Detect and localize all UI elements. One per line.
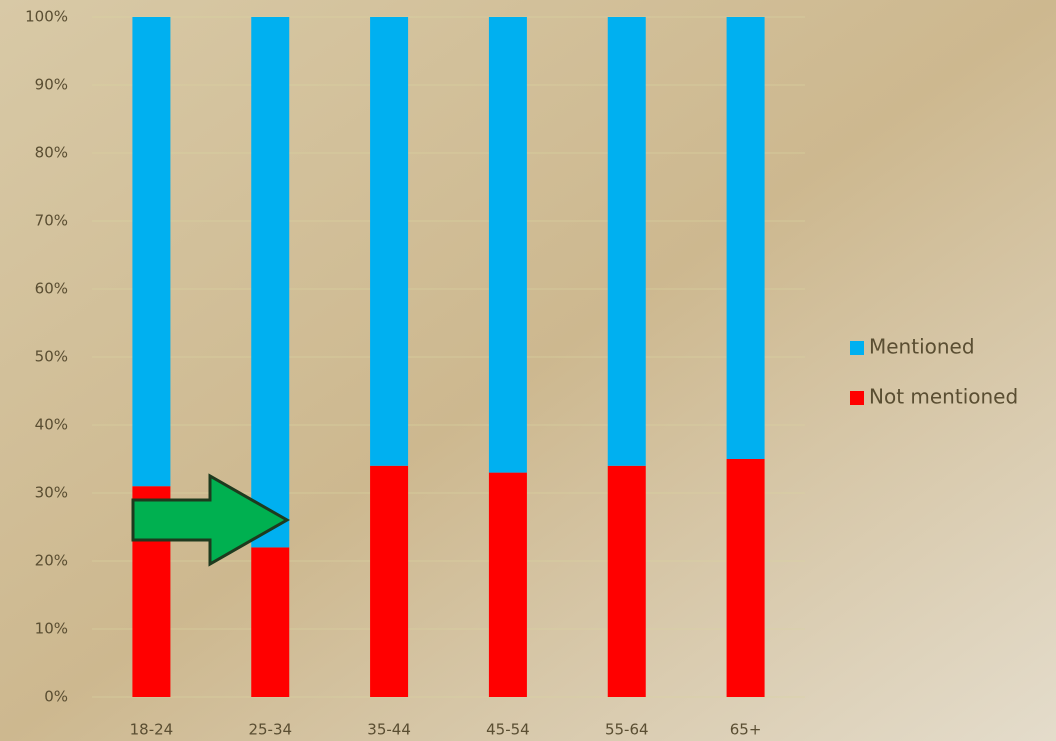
y-tick-label: 10% — [35, 620, 68, 638]
bar-segment — [607, 17, 646, 466]
bar-segment — [488, 472, 527, 697]
legend-label: Not mentioned — [869, 385, 1018, 409]
legend-swatch — [850, 341, 864, 355]
plot-area: 0% 10% 20% 30% 40% 50% 60% 70% 80% 90% 100% 18-24 25… — [25, 8, 805, 739]
y-tick-label: 90% — [35, 76, 68, 94]
x-tick-label: 65+ — [730, 721, 762, 739]
x-tick-label: 55-64 — [605, 721, 649, 739]
bar-segment — [251, 547, 290, 697]
bar-segment — [370, 465, 409, 697]
x-tick-label: 25-34 — [248, 721, 292, 739]
y-tick-label: 100% — [25, 8, 68, 26]
bar-segment — [726, 17, 765, 459]
y-tick-label: 0% — [44, 688, 68, 706]
bar-segment — [607, 465, 646, 697]
bar-segment — [488, 17, 527, 473]
arrow-annotation — [131, 473, 291, 567]
y-tick-label: 80% — [35, 144, 68, 162]
bar-segment — [726, 459, 765, 697]
x-tick-label: 45-54 — [486, 721, 530, 739]
x-tick-label: 35-44 — [367, 721, 411, 739]
legend-label: Mentioned — [869, 335, 975, 359]
y-tick-label: 40% — [35, 416, 68, 434]
bar-segment — [251, 17, 290, 548]
legend-swatch — [850, 391, 864, 405]
y-tick-label: 20% — [35, 552, 68, 570]
y-tick-label: 50% — [35, 348, 68, 366]
y-tick-label: 70% — [35, 212, 68, 230]
bar-segment — [370, 17, 409, 466]
bar-segment — [132, 17, 171, 487]
y-tick-label: 30% — [35, 484, 68, 502]
x-tick-label: 18-24 — [130, 721, 174, 739]
y-tick-label: 60% — [35, 280, 68, 298]
